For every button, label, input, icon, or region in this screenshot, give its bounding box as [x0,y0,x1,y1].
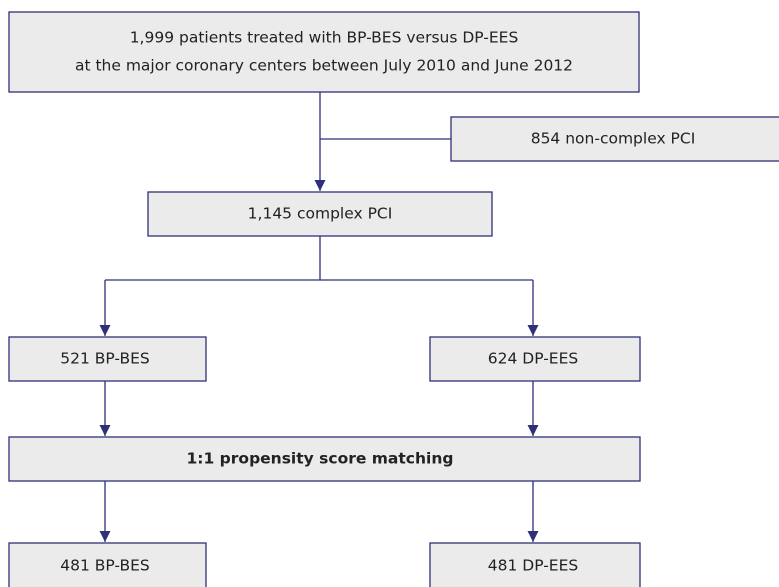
node-label: 1:1 propensity score matching [187,450,454,468]
node: 481 BP-BES [8,542,207,587]
node-label: 521 BP-BES [60,350,149,368]
node-box [8,336,207,382]
node-box [8,436,641,482]
connectors [99,92,539,542]
node-label: 481 BP-BES [60,557,149,575]
node-box [450,116,779,162]
node-box [429,336,641,382]
node: 1:1 propensity score matching [8,436,641,482]
node-label: 1,145 complex PCI [248,205,393,223]
node: 1,145 complex PCI [147,191,493,237]
node: 624 DP-EES [429,336,641,382]
node: 481 DP-EES [429,542,641,587]
node-label: at the major coronary centers between Ju… [75,57,573,75]
connector [105,236,321,281]
node-box [8,542,207,587]
node: 521 BP-BES [8,336,207,382]
node-label: 1,999 patients treated with BP-BES versu… [130,29,519,47]
node-box [8,11,640,93]
node: 1,999 patients treated with BP-BES versu… [8,11,640,93]
node-box [429,542,641,587]
node-label: 854 non-complex PCI [531,130,696,148]
node: 854 non-complex PCI [450,116,779,162]
node-label: 624 DP-EES [488,350,578,368]
node-box [147,191,493,237]
node-label: 481 DP-EES [488,557,578,575]
